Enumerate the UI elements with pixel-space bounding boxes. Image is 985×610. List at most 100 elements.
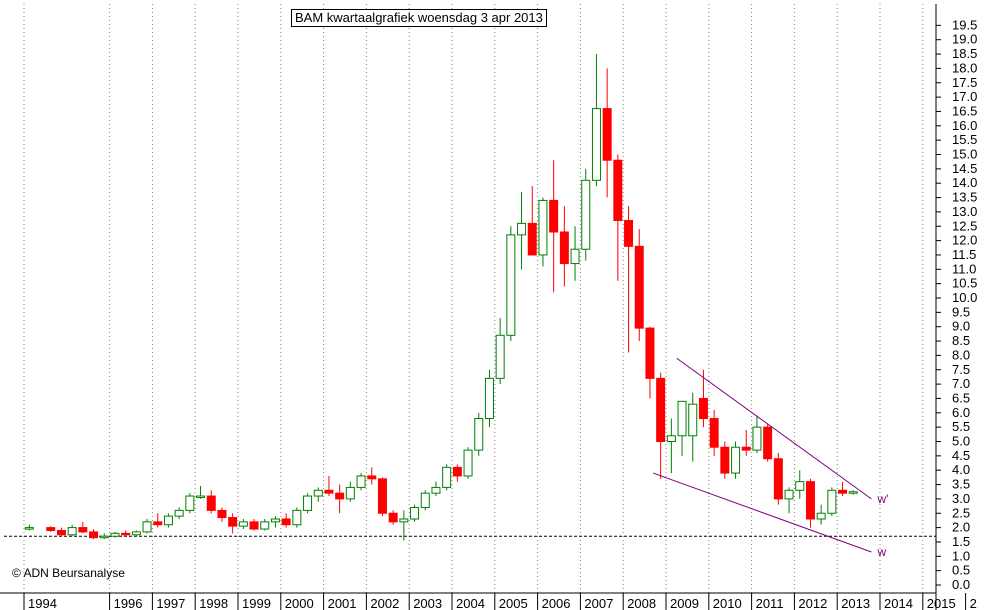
x-tick-label: 2001 xyxy=(328,596,357,610)
candle-body xyxy=(784,489,794,500)
x-tick-label: 2002 xyxy=(370,596,399,610)
chart-title: BAM kwartaalgrafiek woensdag 3 apr 2013 xyxy=(291,9,547,27)
y-tick-label: 19.5 xyxy=(952,17,977,32)
candles xyxy=(24,54,858,541)
candle-body xyxy=(677,400,687,437)
y-tick-label: 1.5 xyxy=(952,534,970,549)
candle-body xyxy=(527,222,537,256)
y-tick-label: 7.5 xyxy=(952,362,970,377)
candle-body xyxy=(196,495,206,499)
x-tick-label: 2015 xyxy=(927,596,956,610)
candle-body xyxy=(185,495,195,511)
candle-body xyxy=(260,521,270,530)
y-tick-label: 6.5 xyxy=(952,390,970,405)
candle-body xyxy=(131,531,141,536)
x-tick-label: 2013 xyxy=(841,596,870,610)
candle-body xyxy=(720,446,730,474)
candle-body xyxy=(613,159,623,222)
candle-body xyxy=(78,527,88,533)
y-tick-label: 2.5 xyxy=(952,505,970,520)
candle-body xyxy=(410,507,420,520)
y-tick-label: 17.5 xyxy=(952,75,977,90)
candle-body xyxy=(46,527,56,531)
y-tick-label: 1.0 xyxy=(952,548,970,563)
candle-body xyxy=(249,521,259,530)
candle-body xyxy=(602,108,612,161)
candle-body xyxy=(838,489,848,494)
candle-body xyxy=(474,418,484,451)
candle-body xyxy=(645,327,655,379)
y-tick-label: 10.5 xyxy=(952,276,977,291)
y-tick-label: 11.5 xyxy=(952,247,976,262)
candle-body xyxy=(89,531,99,539)
candle-body xyxy=(206,495,216,511)
trendline xyxy=(652,472,872,553)
y-tick-label: 6.0 xyxy=(952,405,970,420)
y-tick-label: 12.5 xyxy=(952,218,977,233)
y-tick-label: 16.5 xyxy=(952,103,977,118)
candle-body xyxy=(399,518,409,523)
candle-body xyxy=(303,495,313,511)
trendlines: w' w xyxy=(652,357,888,559)
y-tick-label: 8.0 xyxy=(952,347,970,362)
x-tick-label: 2012 xyxy=(798,596,827,610)
candle-body xyxy=(142,521,152,533)
y-tick-label: 18.5 xyxy=(952,46,977,61)
x-tick-label: 2003 xyxy=(413,596,442,610)
candle-body xyxy=(238,521,248,527)
trendline xyxy=(676,357,872,500)
candle-body xyxy=(506,234,516,336)
candle-body xyxy=(442,466,452,488)
y-tick-label: 2.0 xyxy=(952,520,970,535)
candle-body xyxy=(367,475,377,480)
candle-body xyxy=(121,532,131,536)
candle-body xyxy=(292,509,302,526)
x-tick-label: 2007 xyxy=(584,596,613,610)
x-tick-label: 2014 xyxy=(884,596,913,610)
y-tick-label: 9.0 xyxy=(952,319,970,334)
candle-body xyxy=(313,489,323,497)
candle-body xyxy=(517,222,527,236)
candle-body xyxy=(484,377,494,420)
x-tick-label: 1998 xyxy=(199,596,228,610)
candle-body xyxy=(24,527,34,530)
axes: 0.00.51.01.52.02.53.03.54.04.55.05.56.06… xyxy=(0,4,977,610)
y-tick-label: 16.0 xyxy=(952,118,977,133)
x-tick-label: 1997 xyxy=(156,596,185,610)
candle-body xyxy=(67,527,77,536)
x-tick-label: 2004 xyxy=(456,596,485,610)
y-tick-label: 0.5 xyxy=(952,563,970,578)
candle-body xyxy=(463,449,473,477)
candle-body xyxy=(624,220,634,247)
candle-body xyxy=(848,491,858,494)
y-tick-label: 13.5 xyxy=(952,190,977,205)
candle-body xyxy=(656,377,666,442)
candle-body xyxy=(163,515,173,526)
candle-body xyxy=(174,509,184,517)
y-tick-label: 4.5 xyxy=(952,448,970,463)
x-tick-label: 2 xyxy=(970,596,977,610)
candle-body xyxy=(377,478,387,514)
candle-body xyxy=(228,517,238,527)
candle-body xyxy=(666,435,676,443)
y-tick-label: 8.5 xyxy=(952,333,970,348)
grid-lines xyxy=(23,4,924,593)
candle-body xyxy=(431,486,441,494)
candle-body xyxy=(763,426,773,460)
y-tick-label: 10.0 xyxy=(952,290,977,305)
candle-body xyxy=(324,489,334,494)
candle-body xyxy=(698,397,708,420)
y-tick-label: 7.0 xyxy=(952,376,970,391)
candle-body xyxy=(549,199,559,233)
candle-body xyxy=(270,518,280,523)
candle-body xyxy=(634,245,644,329)
candle-body xyxy=(805,481,815,520)
candle-body xyxy=(688,403,698,437)
x-tick-label: 2005 xyxy=(499,596,528,610)
candle-body xyxy=(99,535,109,539)
candle-body xyxy=(538,199,548,256)
copyright-label: © ADN Beursanalyse xyxy=(12,566,125,580)
candle-body xyxy=(709,418,719,448)
candle-body xyxy=(335,492,345,500)
